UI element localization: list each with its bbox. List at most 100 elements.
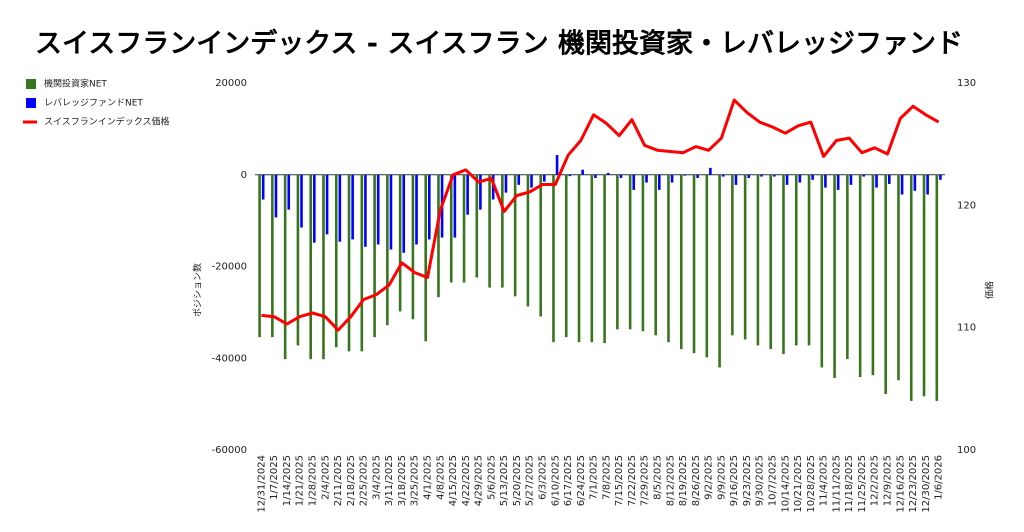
- bar: [411, 174, 415, 320]
- bar: [785, 174, 789, 185]
- x-tick-label: 12/31/2024: [256, 455, 267, 513]
- x-tick-label: 9/23/2025: [742, 455, 753, 506]
- x-tick-label: 5/13/2025: [499, 455, 510, 506]
- bar: [922, 174, 926, 397]
- bar: [619, 174, 623, 178]
- bar: [606, 172, 610, 175]
- x-tick-label: 6/24/2025: [576, 455, 587, 506]
- x-tick-label: 11/25/2025: [857, 455, 868, 513]
- bar: [594, 174, 597, 178]
- bar: [296, 174, 300, 346]
- bar: [616, 174, 619, 330]
- bar: [871, 174, 875, 376]
- bar: [658, 174, 661, 190]
- bar: [398, 174, 402, 312]
- legend-marker: [26, 98, 36, 108]
- bar: [935, 174, 939, 401]
- x-tick-label: 7/8/2025: [601, 455, 612, 500]
- bar: [718, 174, 721, 368]
- bar: [424, 174, 427, 342]
- bar: [679, 174, 683, 350]
- x-tick-label: 7/1/2025: [589, 455, 600, 500]
- x-tick-label: 9/30/2025: [755, 455, 766, 506]
- bar: [603, 174, 606, 344]
- y2-tick-label: 130: [957, 78, 976, 89]
- x-tick-label: 4/1/2025: [423, 455, 434, 500]
- bar: [721, 174, 725, 177]
- bar: [641, 174, 645, 332]
- bar: [705, 174, 709, 358]
- bar: [939, 174, 942, 180]
- x-tick-label: 3/25/2025: [410, 455, 421, 506]
- bar: [466, 174, 469, 215]
- x-tick-label: 8/26/2025: [691, 455, 702, 506]
- x-tick-label: 1/6/2026: [934, 455, 945, 500]
- bar: [501, 174, 504, 288]
- bar: [351, 174, 354, 240]
- x-tick-label: 2/4/2025: [320, 455, 331, 500]
- bar: [334, 174, 338, 348]
- bar: [462, 174, 466, 283]
- bar: [875, 174, 878, 188]
- bar: [453, 174, 457, 238]
- bar: [428, 174, 431, 240]
- bar: [577, 174, 581, 343]
- x-tick-label: 6/10/2025: [550, 455, 561, 506]
- bar: [820, 174, 824, 368]
- bar: [862, 174, 866, 177]
- x-tick-label: 12/9/2025: [883, 455, 894, 506]
- bar: [913, 174, 917, 191]
- bar: [645, 174, 648, 183]
- bar: [526, 174, 530, 307]
- x-tick-label: 12/23/2025: [908, 455, 919, 513]
- x-tick-label: 9/2/2025: [704, 455, 715, 500]
- x-tick-label: 12/30/2025: [921, 455, 932, 513]
- bar: [807, 174, 811, 346]
- y-tick-label: 0: [241, 170, 247, 181]
- bar: [849, 174, 853, 185]
- bar: [888, 174, 891, 184]
- bar: [833, 174, 836, 378]
- x-tick-label: 7/22/2025: [627, 455, 638, 506]
- x-tick-label: 9/9/2025: [716, 455, 727, 500]
- bar: [313, 174, 316, 243]
- x-tick-label: 1/7/2025: [269, 455, 280, 500]
- bar: [488, 174, 491, 288]
- bar: [824, 174, 827, 188]
- bar: [325, 174, 329, 235]
- bar: [628, 174, 632, 330]
- bar: [696, 174, 699, 178]
- bar: [287, 174, 291, 210]
- bar: [517, 174, 521, 185]
- bar: [449, 174, 453, 283]
- bar: [258, 174, 261, 338]
- x-tick-label: 3/4/2025: [371, 455, 382, 500]
- bar: [654, 174, 657, 336]
- bar: [475, 174, 479, 278]
- x-tick-label: 7/15/2025: [614, 455, 625, 506]
- bar: [756, 174, 760, 346]
- bar: [364, 174, 367, 247]
- bar: [683, 174, 687, 176]
- bar: [909, 174, 913, 401]
- bar: [846, 174, 849, 360]
- bar: [769, 174, 772, 350]
- bar: [568, 174, 572, 177]
- bar: [539, 174, 542, 317]
- x-tick-label: 10/28/2025: [806, 455, 817, 513]
- line: [261, 98, 940, 332]
- y-tick-label: -20000: [212, 262, 247, 273]
- x-tick-label: 3/18/2025: [397, 455, 408, 506]
- x-tick-label: 10/21/2025: [793, 455, 804, 513]
- x-tick-label: 1/14/2025: [282, 455, 293, 506]
- bar: [811, 174, 814, 180]
- bar: [667, 174, 670, 343]
- y-tick-label: -60000: [212, 445, 247, 456]
- x-tick-label: 11/18/2025: [844, 455, 855, 513]
- y-tick-label: -40000: [212, 353, 247, 364]
- x-tick-label: 1/28/2025: [308, 455, 319, 506]
- bar: [900, 174, 904, 195]
- bar: [747, 174, 751, 178]
- bar: [590, 174, 594, 343]
